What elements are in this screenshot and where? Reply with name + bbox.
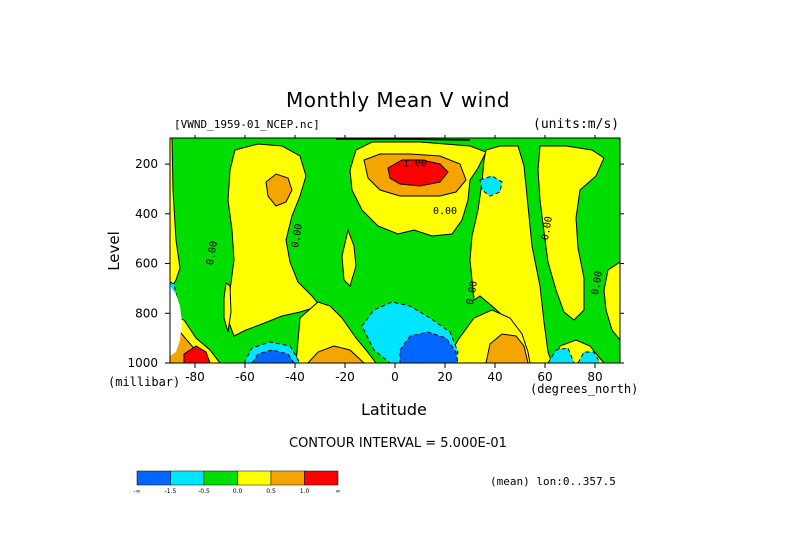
- colorbar-swatch: [203, 470, 238, 486]
- y-units-label: (millibar): [108, 375, 181, 389]
- x-tick-label: 80: [587, 370, 602, 384]
- dataset-label: [VWND_1959-01_NCEP.nc]: [174, 118, 320, 131]
- axis-ticks: -80 -60 -40 -20 0 20 40 60 80 200 400 600 800 1000: [127, 135, 624, 384]
- colorbar-label: 1.0: [300, 488, 310, 495]
- x-tick-label: -40: [285, 370, 305, 384]
- x-tick-label: 20: [437, 370, 452, 384]
- region-yellow: [341, 228, 357, 287]
- x-tick-label: -20: [335, 370, 355, 384]
- colorbar-label: -1.5: [165, 488, 177, 495]
- footer-lon-label: (mean) lon:0..357.5: [490, 475, 616, 488]
- units-label: (units:m/s): [533, 117, 620, 132]
- top-band: [336, 138, 471, 141]
- region-red: [183, 345, 211, 363]
- contour-label: 0.00: [465, 280, 480, 306]
- x-tick-label: 60: [537, 370, 552, 384]
- y-tick-label: 800: [135, 306, 158, 320]
- colorbar-swatch: [304, 470, 339, 486]
- colorbar-swatch: [270, 470, 305, 486]
- region-orange: [265, 173, 293, 207]
- contour-label: 0.00: [205, 240, 220, 266]
- region-blue: [399, 331, 459, 363]
- region-cyan: [547, 347, 575, 363]
- colorbar-label: 0.5: [266, 488, 276, 495]
- filled-contours: [170, 138, 620, 363]
- contour-label: 0.00: [590, 270, 605, 296]
- colorbar: -∞ -1.5 -0.5 0.0 0.5 1.0 ∞: [133, 470, 341, 495]
- colorbar-label: -∞: [133, 488, 140, 495]
- x-tick-label: -80: [185, 370, 205, 384]
- colorbar-swatch: [136, 470, 171, 486]
- y-tick-label: 1000: [127, 356, 158, 370]
- region-yellow: [603, 261, 620, 341]
- x-axis-label: Latitude: [361, 400, 427, 419]
- region-yellow: [537, 145, 605, 321]
- x-tick-label: -60: [235, 370, 255, 384]
- x-units-label: (degrees_north): [530, 382, 639, 396]
- colorbar-label: 0.0: [233, 488, 243, 495]
- contour-interval-label: CONTOUR INTERVAL = 5.000E-01: [289, 436, 507, 451]
- y-axis-label: Level: [104, 231, 123, 271]
- region-yellow: [295, 301, 377, 363]
- region-cyan: [479, 175, 503, 197]
- contour-label: 0.00: [290, 223, 305, 249]
- region-red: [387, 159, 449, 187]
- colorbar-label: ∞: [336, 488, 341, 495]
- y-tick-label: 600: [135, 257, 158, 271]
- contour-labels: 0.00 0.00 0.00 1.00 0.00 0.00 0.00: [205, 159, 605, 306]
- contour-label: 0.00: [540, 215, 555, 241]
- colorbar-swatch: [170, 470, 205, 486]
- region-orange: [307, 345, 365, 363]
- region-cyan: [577, 351, 601, 363]
- chart-title: Monthly Mean V wind: [286, 88, 511, 112]
- contour-label: 0.00: [433, 206, 457, 217]
- y-tick-label: 200: [135, 157, 158, 171]
- region-yellow: [223, 282, 232, 333]
- x-tick-label: 0: [391, 370, 399, 384]
- x-tick-label: 40: [487, 370, 502, 384]
- region-missing: [170, 286, 182, 356]
- y-tick-label: 400: [135, 207, 158, 221]
- colorbar-label: -0.5: [198, 488, 210, 495]
- region-blue: [251, 349, 295, 363]
- contour-label: 1.00: [403, 159, 427, 170]
- colorbar-swatch: [237, 470, 272, 486]
- region-orange: [485, 333, 529, 363]
